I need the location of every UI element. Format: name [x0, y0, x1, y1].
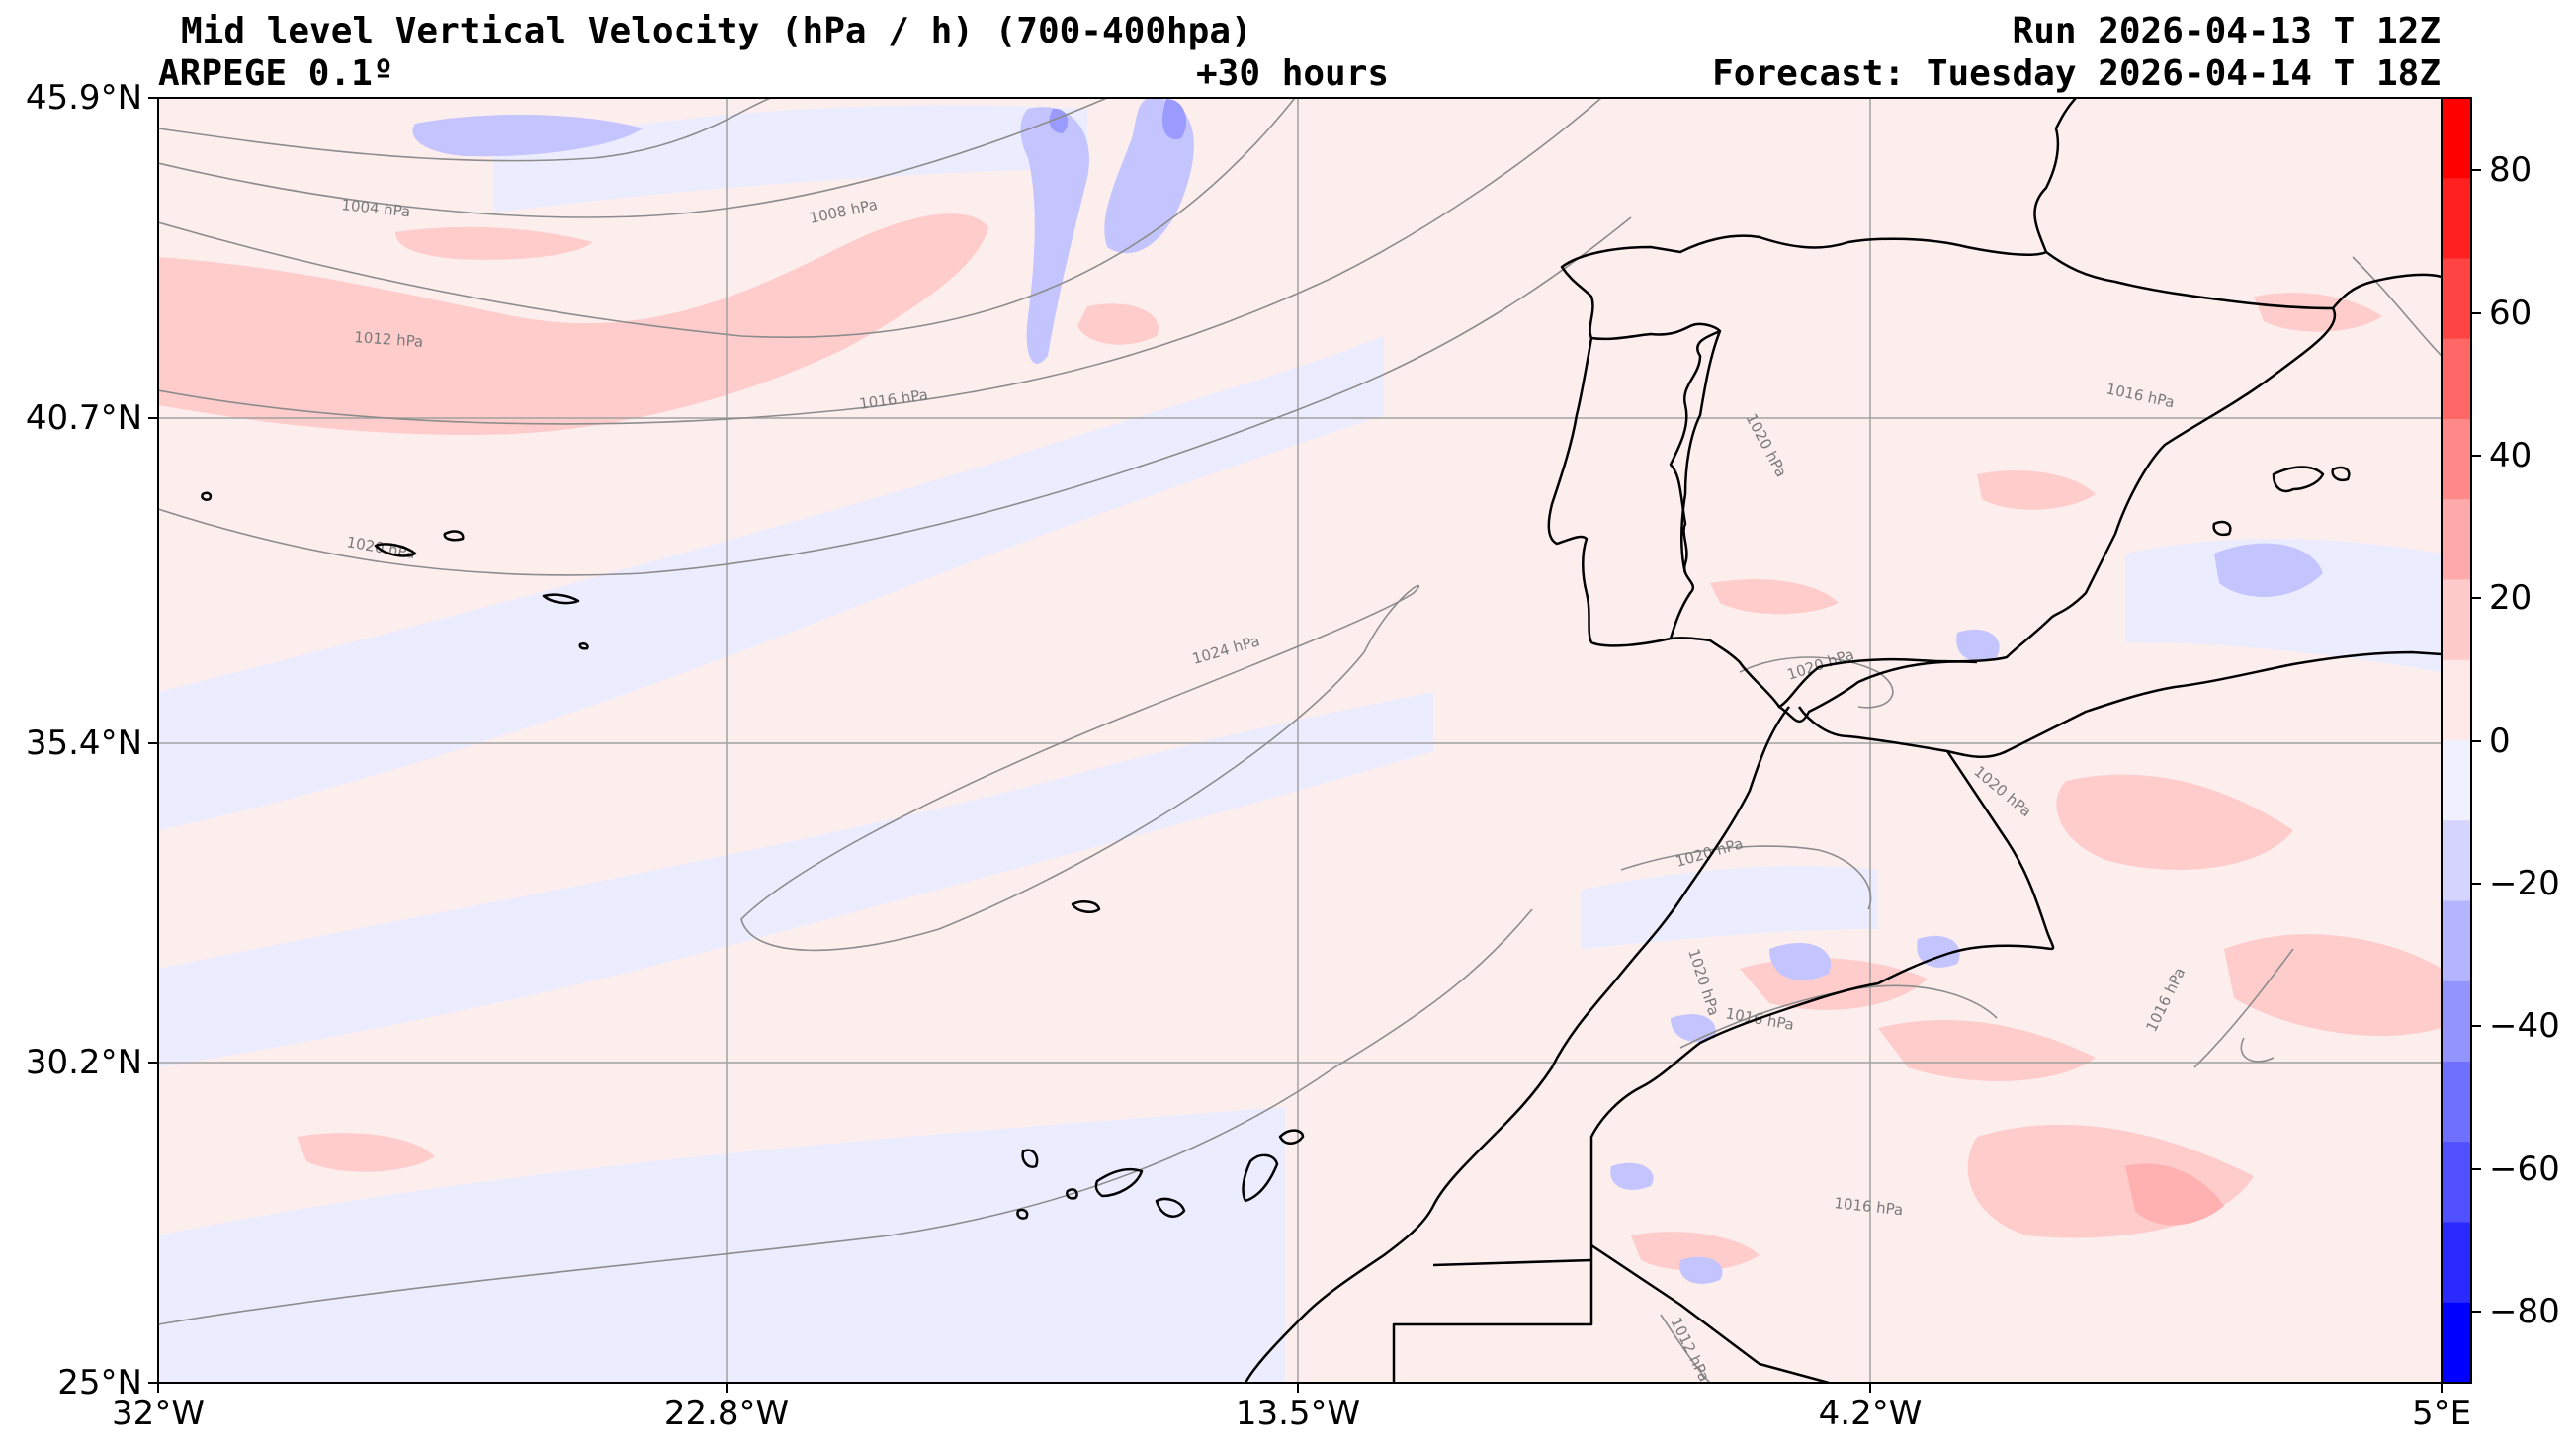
north-africa-coast: [1244, 706, 1790, 1383]
colorbar-segment: [2442, 900, 2471, 982]
colorbar-segment: [2442, 419, 2471, 500]
model-name: ARPEGE 0.1º: [158, 53, 394, 94]
lat-tick-label: 40.7°N: [25, 398, 142, 438]
lon-tick-label: 13.5°W: [1235, 1394, 1361, 1433]
colorbar-tick-label: −60: [2489, 1150, 2560, 1189]
colorbar-ticks: [2471, 169, 2481, 1313]
colorbar-segment: [2442, 579, 2471, 661]
colorbar-segment: [2442, 1062, 2471, 1143]
forecast-time: Forecast: Tuesday 2026-04-14 T 18Z: [1712, 53, 2441, 94]
velocity-field: [158, 98, 2442, 1383]
morocco-algeria-south-border: [1392, 944, 2052, 1383]
lon-tick-label: 32°W: [112, 1394, 205, 1433]
balearic-islands: [2212, 466, 2351, 537]
lat-tick-label: 45.9°N: [25, 78, 142, 118]
axis-ticks: [148, 97, 2443, 1393]
colorbar: [2442, 98, 2471, 1384]
lon-tick-label: 22.8°W: [663, 1394, 790, 1433]
subsidence-areas: [412, 98, 2323, 1284]
western-sahara-border: [1590, 1243, 1830, 1383]
colorbar-segment: [2442, 178, 2471, 259]
canary-islands: [1016, 1129, 1305, 1220]
gulf-of-lion: [2332, 273, 2442, 309]
graticule: [158, 98, 2442, 1383]
colorbar-segment: [2442, 98, 2471, 179]
colorbar-segment: [2442, 980, 2471, 1063]
colorbar-segment: [2442, 820, 2471, 901]
colorbar-tick-label: 0: [2489, 722, 2511, 761]
ceuta-strait: [1778, 660, 1978, 724]
algeria-morocco-border: [1945, 750, 2055, 951]
morocco-inland-border: [1432, 1258, 1592, 1267]
colorbar-tick-label: 60: [2489, 294, 2533, 333]
colorbar-segment: [2442, 499, 2471, 580]
mediterranean-south-coast: [1797, 650, 2442, 758]
lat-tick-label: 35.4°N: [25, 724, 142, 763]
isobar-label: 1012 hPa: [354, 328, 424, 351]
lat-tick-label: 25°N: [57, 1363, 142, 1403]
ascent-areas: [158, 213, 2442, 1271]
colorbar-tick-label: 80: [2489, 150, 2533, 190]
colorbar-tick-label: 40: [2489, 436, 2533, 475]
colorbar-tick-label: −40: [2489, 1006, 2560, 1046]
run-time: Run 2026-04-13 T 12Z: [2012, 11, 2441, 51]
france-coast: [2033, 98, 2077, 253]
lon-tick-label: 5°E: [2411, 1394, 2472, 1433]
lon-tick-label: 4.2°W: [1818, 1394, 1923, 1433]
colorbar-tick-label: −20: [2489, 864, 2560, 903]
colorbar-segment: [2442, 1222, 2471, 1304]
azores: [201, 491, 589, 650]
portugal-border: [1680, 330, 1722, 574]
subsidence-cores: [1049, 99, 1186, 139]
colorbar-segment: [2442, 338, 2471, 420]
colorbar-segment: [2442, 1302, 2471, 1384]
lead-time: +30 hours: [1196, 53, 1390, 94]
chart-title: Mid level Vertical Velocity (hPa / h) (7…: [181, 11, 1252, 51]
lat-tick-label: 30.2°N: [25, 1043, 142, 1082]
colorbar-segment: [2442, 258, 2471, 340]
weak-subsidence-areas: [158, 105, 2442, 1383]
coastlines: [201, 98, 2442, 1383]
portugal-west: [1547, 337, 1672, 647]
colorbar-segment: [2442, 659, 2471, 741]
colorbar-tick-label: 20: [2489, 578, 2533, 618]
colorbar-segment: [2442, 740, 2471, 821]
ascent-core: [2125, 1163, 2224, 1226]
colorbar-tick-label: −80: [2489, 1292, 2560, 1331]
isobars: [158, 98, 2442, 1383]
colorbar-segment: [2442, 1142, 2471, 1223]
madeira: [1071, 900, 1101, 913]
